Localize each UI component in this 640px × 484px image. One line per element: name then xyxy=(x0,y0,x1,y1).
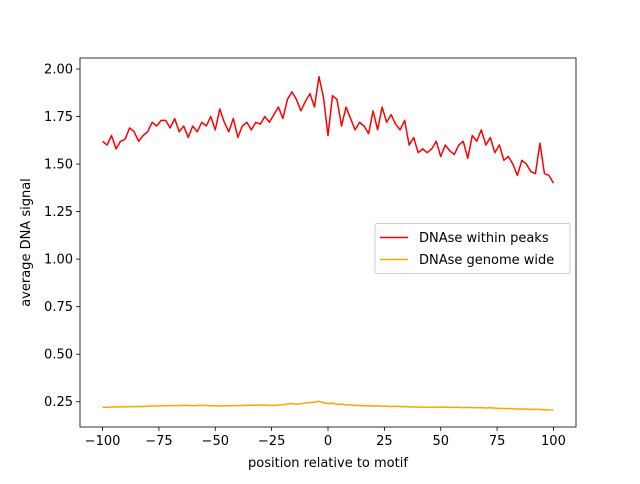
series-line xyxy=(102,400,554,411)
x-tick-label: 50 xyxy=(432,434,449,449)
x-tick-label: −75 xyxy=(145,434,172,449)
y-axis-label: average DNA signal xyxy=(19,178,34,307)
x-tick-label: 100 xyxy=(541,434,566,449)
x-tick-label: 0 xyxy=(324,434,332,449)
x-tick-label: 75 xyxy=(489,434,506,449)
y-tick-label: 1.25 xyxy=(44,205,73,220)
y-tick-label: 1.50 xyxy=(44,158,73,173)
x-tick-label: −100 xyxy=(85,434,121,449)
legend-label: DNAse genome wide xyxy=(419,253,554,268)
series-line xyxy=(102,75,555,184)
y-tick-label: 0.75 xyxy=(44,300,73,315)
y-tick-label: 1.75 xyxy=(44,110,73,125)
legend: DNAse within peaks DNAse genome wide xyxy=(374,223,571,274)
legend-label: DNAse within peaks xyxy=(419,231,549,246)
x-tick-label: −25 xyxy=(258,434,285,449)
y-tick-label: 0.50 xyxy=(44,348,73,363)
y-tick-label: 1.00 xyxy=(44,253,73,268)
x-tick-label: 25 xyxy=(376,434,393,449)
axes-frame xyxy=(79,57,577,428)
y-tick-label: 2.00 xyxy=(44,63,73,78)
x-tick-label: −50 xyxy=(202,434,229,449)
x-axis-label: position relative to motif xyxy=(248,456,408,471)
legend-box xyxy=(374,223,571,274)
y-tick-label: 0.25 xyxy=(44,395,73,410)
